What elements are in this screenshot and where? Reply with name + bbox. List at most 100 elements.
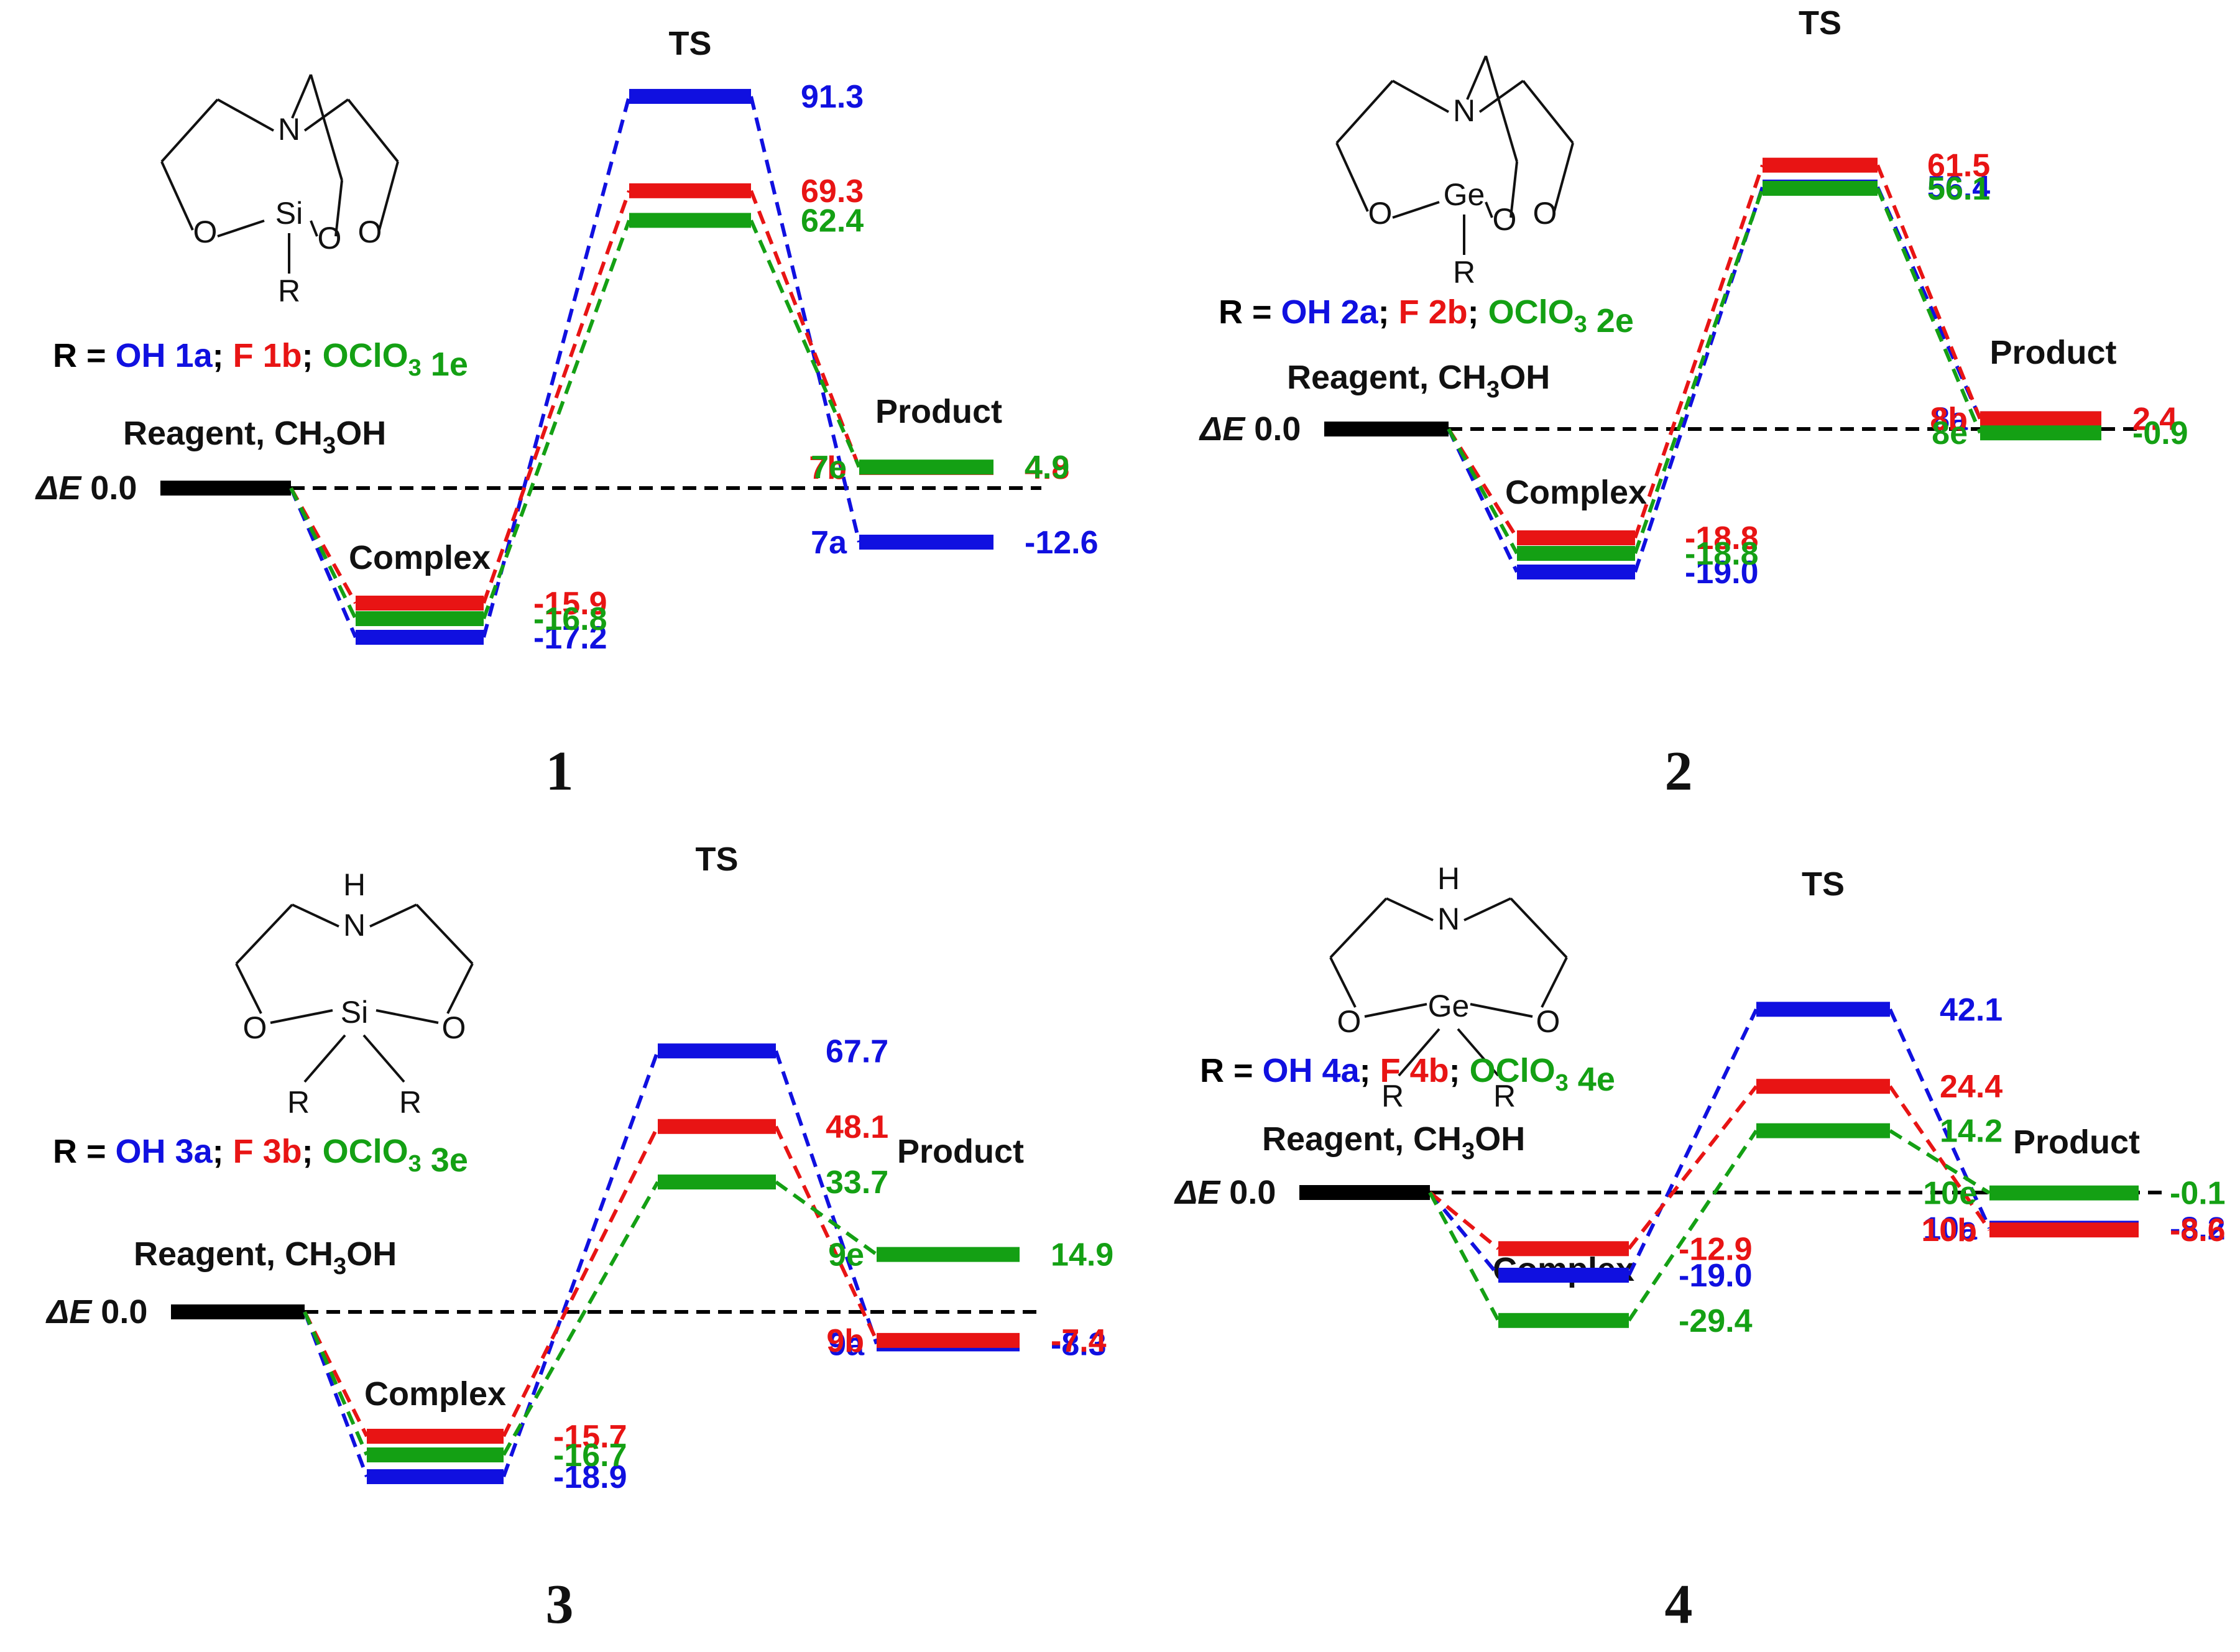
product-value-e: 4.9: [1025, 450, 1069, 486]
reagent-subscript: 3: [1462, 1138, 1475, 1165]
bond-line: [1466, 55, 1487, 100]
panel-number: 3: [546, 1574, 574, 1635]
atom-o: O: [243, 1010, 267, 1045]
legend-item: ;: [302, 337, 323, 374]
complex-value-a: -19.0: [1685, 555, 1759, 591]
complex-bar-a: [367, 1469, 504, 1484]
connector-b: [289, 487, 357, 604]
bond-line: [347, 98, 399, 163]
complex-value-a: -17.2: [533, 620, 607, 656]
connector-a: [1888, 1008, 1991, 1229]
bond-line: [1509, 897, 1568, 959]
bond-line: [160, 98, 219, 163]
reagent-level: [160, 481, 291, 496]
product-label: Product: [897, 1133, 1024, 1170]
reagent-value: 0.0: [1229, 1174, 1276, 1211]
complex-value-e: -18.8: [1685, 536, 1759, 572]
bond-line: [160, 161, 194, 231]
legend-item: OH 4a: [1263, 1052, 1360, 1089]
connector-b: [303, 1311, 369, 1437]
atom-r: R: [278, 274, 300, 308]
connector-e: [1428, 1191, 1500, 1322]
connector-b: [502, 1125, 660, 1437]
connector-b: [1633, 164, 1764, 538]
product-id-b: 9b: [826, 1323, 864, 1359]
ts-label: TS: [1799, 4, 1841, 42]
product-id-b: 10b: [1921, 1212, 1977, 1248]
ts-value-b: 61.5: [1927, 148, 1990, 184]
legend-item: 3e: [422, 1142, 468, 1179]
product-value-b: -7.4: [1051, 1323, 1107, 1359]
product-id-a: 8a: [1932, 401, 1968, 437]
reagent-subscript: 3: [333, 1253, 346, 1280]
connector-a: [1627, 1008, 1758, 1276]
panel-number: 1: [546, 741, 574, 802]
atom-n: N: [1453, 93, 1475, 128]
delta-e-label: ΔE 0.0: [1174, 1174, 1276, 1211]
product-bar-e: [877, 1247, 1020, 1262]
bond-line: [310, 220, 318, 237]
legend-subscript: 3: [1556, 1070, 1569, 1096]
delta-e-label: ΔE 0.0: [35, 469, 137, 507]
atom-r: R: [1453, 255, 1475, 290]
bond-line: [1470, 1003, 1533, 1018]
bond-line: [378, 161, 399, 231]
reagent-label: Reagent, CH3OH: [1262, 1120, 1525, 1165]
product-value-b: 4.8: [1025, 450, 1069, 486]
y-axis-label: ΔE: [1199, 410, 1254, 448]
legend-item: OH 2a: [1281, 293, 1379, 331]
panel-number: 4: [1665, 1574, 1693, 1635]
bond-line: [291, 74, 312, 119]
y-axis-label: ΔE: [1174, 1174, 1229, 1211]
substituent-legend: R = OH 2a; F 2b; OClO3 2e: [1219, 293, 1634, 339]
atom-r: R: [287, 1085, 310, 1120]
ts-bar-e: [1763, 180, 1878, 196]
product-id-b: 8b: [1930, 401, 1968, 437]
complex-bar-e: [367, 1447, 504, 1462]
atom-si: Si: [275, 196, 303, 231]
substituent-legend: R = OH 3a; F 3b; OClO3 3e: [53, 1133, 468, 1179]
substituent-legend: R = OH 4a; F 4b; OClO3 4e: [1200, 1052, 1615, 1098]
atom-ge: Ge: [1444, 177, 1485, 212]
legend-item: ;: [1378, 293, 1399, 331]
bond-line: [1478, 80, 1524, 113]
product-bar-b: [1989, 1222, 2139, 1238]
bond-line: [1485, 201, 1493, 218]
atom-o: O: [358, 215, 382, 249]
product-id-b: 7b: [809, 450, 847, 486]
atom-n: N: [1437, 902, 1460, 936]
complex-label: Complex: [364, 1375, 506, 1413]
reagent-suffix: OH: [336, 415, 386, 452]
atom-o: O: [1533, 196, 1557, 231]
legend-item: 4e: [1569, 1061, 1615, 1098]
legend-item: R =: [1219, 293, 1281, 331]
atom-n: N: [343, 908, 366, 943]
product-bar-b: [877, 1332, 1020, 1348]
complex-value-a: -18.9: [553, 1459, 627, 1495]
connector-e: [1627, 1129, 1758, 1322]
legend-item: ;: [1449, 1052, 1470, 1089]
delta-e-label: ΔE 0.0: [45, 1293, 147, 1331]
connector-b: [1876, 164, 1982, 420]
panel-number: 2: [1665, 741, 1693, 802]
connector-e: [303, 1311, 369, 1456]
complex-value-b: -15.9: [533, 586, 607, 622]
ts-bar-a: [1756, 1002, 1890, 1017]
legend-item: R =: [1200, 1052, 1263, 1089]
bond-line: [235, 963, 262, 1014]
bond-line: [270, 1009, 333, 1024]
connector-e: [1889, 1129, 1991, 1195]
ts-bar-b: [1763, 157, 1878, 173]
legend-item: 2e: [1587, 302, 1634, 339]
connector-b: [1888, 1085, 1991, 1231]
connector-a: [1633, 186, 1764, 573]
product-value-a: -8.2: [2170, 1211, 2226, 1247]
ts-label: TS: [695, 841, 738, 878]
bond-line: [1463, 897, 1511, 921]
ts-bar-e: [1756, 1123, 1890, 1138]
ts-bar-e: [629, 213, 751, 228]
